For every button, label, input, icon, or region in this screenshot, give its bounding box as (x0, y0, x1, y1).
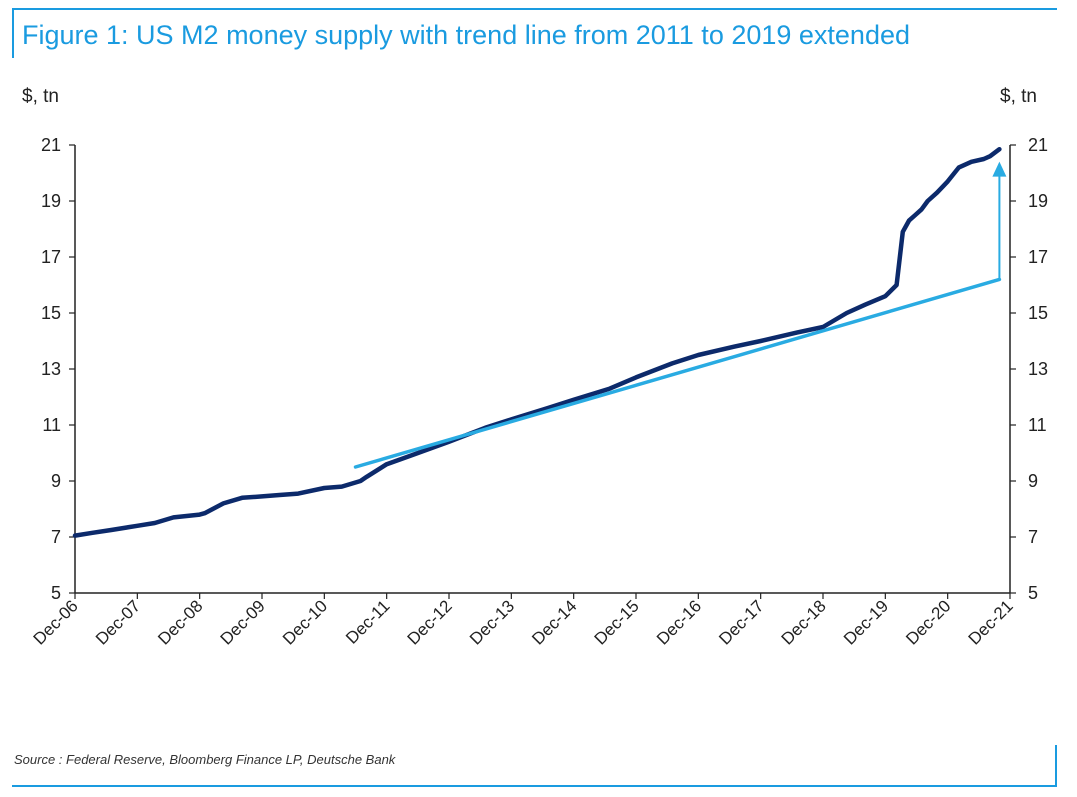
x-tick-label: Dec-10 (279, 596, 331, 648)
m2-series-line (72, 146, 1002, 538)
right-axis-unit-label: $, tn (1000, 86, 1037, 107)
y-tick-label-right: 17 (1028, 247, 1048, 267)
x-tick-label: Dec-12 (404, 596, 456, 648)
left-axis-unit-label: $, tn (22, 86, 59, 107)
x-tick-label: Dec-08 (154, 596, 206, 648)
y-tick-label-right: 15 (1028, 303, 1048, 323)
x-tick-label: Dec-19 (840, 596, 892, 648)
y-tick-label-right: 9 (1028, 471, 1038, 491)
source-note: Source : Federal Reserve, Bloomberg Fina… (14, 752, 396, 767)
trend-line (353, 277, 1002, 469)
y-tick-label-left: 11 (42, 415, 61, 435)
x-tick-label: Dec-07 (92, 596, 144, 648)
x-tick-label: Dec-18 (778, 596, 830, 648)
y-tick-label-left: 15 (41, 303, 61, 323)
y-tick-label-left: 9 (51, 471, 61, 491)
figure-title: Figure 1: US M2 money supply with trend … (22, 20, 910, 50)
x-tick-label: Dec-17 (715, 596, 767, 648)
y-tick-label-left: 19 (41, 191, 61, 211)
x-tick-label: Dec-15 (591, 596, 643, 648)
y-tick-label-right: 13 (1028, 359, 1048, 379)
arrow-head (992, 161, 1007, 177)
title-left-rule (12, 8, 14, 58)
y-tick-label-right: 5 (1028, 583, 1038, 603)
source-right-rule (1055, 745, 1057, 787)
top-rule (12, 8, 1057, 10)
x-tick-label: Dec-14 (528, 596, 580, 648)
y-tick-label-left: 5 (51, 583, 61, 603)
y-tick-label-left: 17 (41, 247, 61, 267)
y-tick-label-right: 21 (1028, 135, 1048, 155)
x-tick-label: Dec-06 (30, 596, 82, 648)
y-tick-label-left: 7 (51, 527, 61, 547)
y-tick-label-left: 13 (41, 359, 61, 379)
y-tick-label-right: 19 (1028, 191, 1048, 211)
x-tick-label: Dec-13 (466, 596, 518, 648)
x-tick-label: Dec-11 (342, 596, 393, 647)
y-tick-label-right: 7 (1028, 527, 1038, 547)
y-tick-label-right: 11 (1028, 415, 1047, 435)
bottom-rule (12, 785, 1057, 787)
chart-series-layer (72, 146, 1007, 538)
x-tick-label: Dec-09 (217, 596, 269, 648)
y-tick-label-left: 21 (41, 135, 61, 155)
x-tick-label: Dec-20 (902, 596, 954, 648)
x-tick-label: Dec-16 (653, 596, 705, 648)
x-tick-label: Dec-21 (965, 596, 1017, 648)
